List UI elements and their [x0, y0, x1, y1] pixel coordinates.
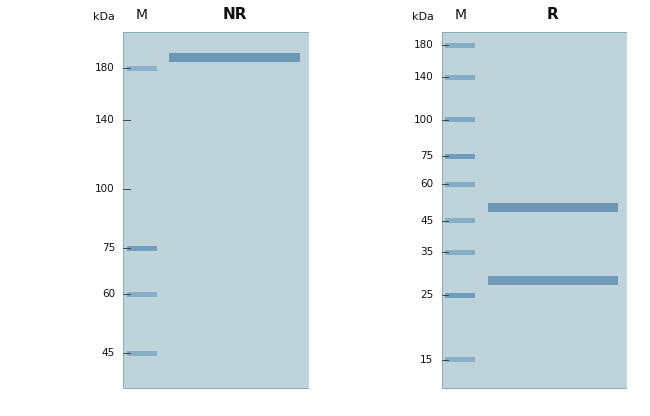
- Text: 60: 60: [421, 179, 434, 189]
- Text: NR: NR: [222, 7, 247, 22]
- Bar: [445, 117, 475, 122]
- Text: M: M: [136, 8, 148, 22]
- Text: kDa: kDa: [93, 12, 115, 22]
- Bar: [445, 74, 475, 79]
- Text: 15: 15: [420, 355, 434, 365]
- Text: kDa: kDa: [411, 12, 434, 22]
- Bar: [488, 277, 618, 285]
- Bar: [127, 246, 157, 251]
- Text: 180: 180: [413, 40, 434, 50]
- Text: 45: 45: [420, 215, 434, 225]
- Text: 25: 25: [420, 290, 434, 300]
- Text: 100: 100: [414, 115, 434, 125]
- Bar: [445, 218, 475, 223]
- Bar: [445, 292, 475, 297]
- Text: 140: 140: [95, 115, 115, 125]
- Bar: [127, 292, 157, 297]
- Bar: [445, 250, 475, 255]
- Bar: [127, 351, 157, 356]
- Text: 45: 45: [101, 348, 115, 358]
- Text: 180: 180: [95, 64, 115, 74]
- Bar: [445, 182, 475, 187]
- Text: 100: 100: [96, 184, 115, 194]
- Text: 60: 60: [102, 289, 115, 299]
- Text: 75: 75: [101, 243, 115, 253]
- Bar: [441, 32, 627, 388]
- Bar: [169, 53, 300, 62]
- Text: 75: 75: [420, 151, 434, 161]
- Bar: [445, 154, 475, 158]
- Text: 140: 140: [413, 72, 434, 82]
- Bar: [123, 32, 309, 388]
- Bar: [445, 357, 475, 362]
- Bar: [445, 43, 475, 48]
- Text: M: M: [454, 8, 466, 22]
- Text: R: R: [547, 7, 559, 22]
- Bar: [488, 203, 618, 212]
- Text: 35: 35: [420, 248, 434, 258]
- Bar: [127, 66, 157, 71]
